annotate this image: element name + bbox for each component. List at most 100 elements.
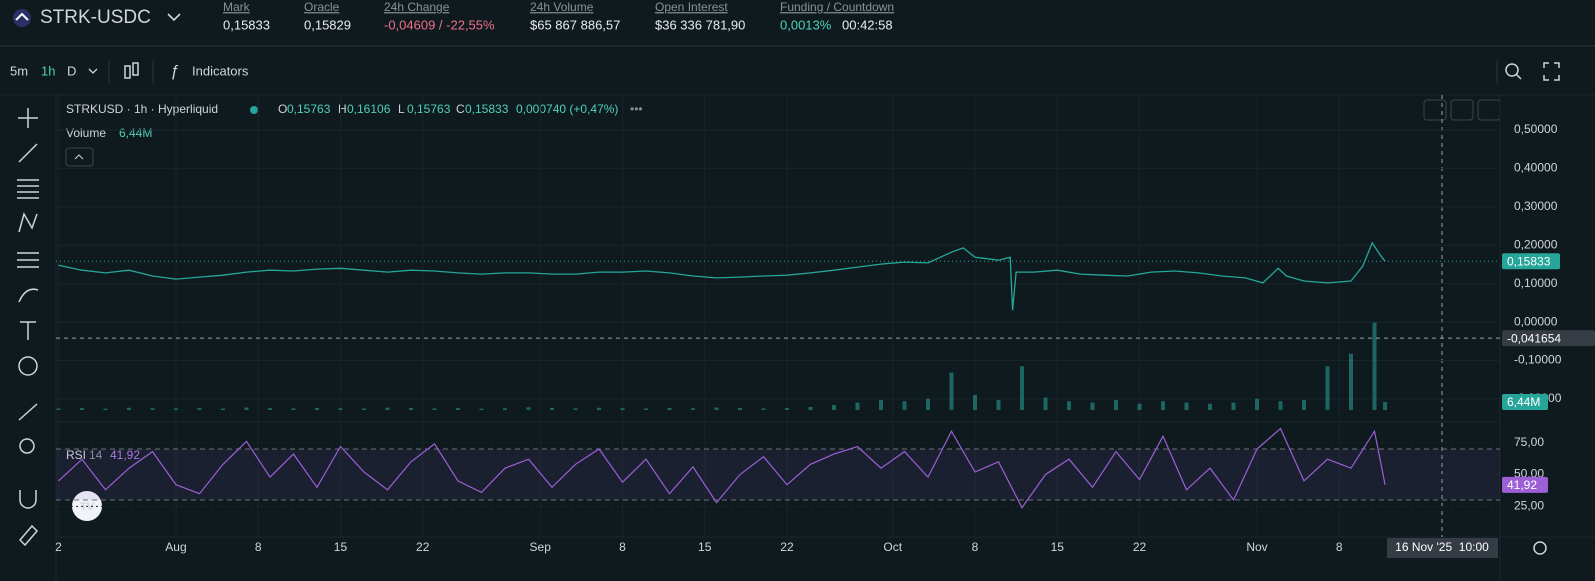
x-tick-label: 22 bbox=[780, 540, 794, 554]
volume-bar bbox=[831, 405, 836, 410]
more-dots[interactable]: ••• bbox=[630, 102, 643, 116]
price-badge-label: 0,15833 bbox=[1507, 254, 1551, 268]
magnet-tool[interactable] bbox=[19, 490, 37, 509]
x-tick-label: 8 bbox=[619, 540, 626, 554]
brush-tool[interactable] bbox=[18, 288, 39, 303]
collapse-pane-button[interactable] bbox=[1450, 99, 1474, 121]
pattern-tool[interactable] bbox=[18, 212, 38, 233]
status-dot bbox=[250, 106, 258, 114]
symbol[interactable]: STRK-USDC bbox=[40, 7, 151, 28]
ohlc-value: 0,15833 bbox=[465, 102, 509, 116]
volume-bar bbox=[1043, 397, 1048, 410]
x-tick-label: Aug bbox=[165, 540, 186, 554]
volume-bar bbox=[549, 408, 554, 410]
indicators-button[interactable]: Indicators bbox=[192, 63, 249, 78]
ohlc-value: 0,16106 bbox=[347, 102, 391, 116]
volume-bar bbox=[479, 408, 484, 410]
fullscreen-button[interactable] bbox=[1543, 62, 1560, 81]
settings-button[interactable] bbox=[1533, 541, 1547, 555]
y-tick-label: 0,10000 bbox=[1514, 276, 1558, 290]
volume-bar bbox=[361, 408, 366, 410]
candle-icon bbox=[124, 65, 131, 79]
x-tick-label: 8 bbox=[972, 540, 979, 554]
y-tick-label: 75,00 bbox=[1514, 435, 1544, 449]
rsi-line bbox=[58, 427, 1386, 509]
volume-bar bbox=[56, 408, 61, 410]
y-tick-label: -0,10000 bbox=[1514, 353, 1562, 367]
emoji-tool[interactable] bbox=[18, 356, 38, 376]
trendline-tool[interactable] bbox=[18, 143, 38, 163]
projection-tool[interactable] bbox=[17, 252, 39, 268]
coin-logo bbox=[13, 9, 31, 27]
price-badge bbox=[1502, 330, 1595, 347]
ruler-tool[interactable] bbox=[18, 403, 38, 421]
volume-bar bbox=[455, 408, 460, 410]
rsi-period: 14 bbox=[89, 448, 103, 462]
volume-bar bbox=[714, 407, 719, 410]
volume-value: 6,44M bbox=[119, 126, 152, 140]
ohlc-key: O bbox=[278, 102, 287, 116]
volume-bar bbox=[808, 407, 813, 410]
volume-bar bbox=[972, 395, 977, 410]
chart-type-button[interactable] bbox=[124, 62, 139, 79]
volume-bar bbox=[1090, 402, 1095, 410]
volume-bar bbox=[526, 407, 531, 410]
volume-bar bbox=[1349, 353, 1354, 410]
y-tick-label: 0,40000 bbox=[1514, 161, 1558, 175]
volume-bar bbox=[267, 408, 272, 410]
price-badge-label: 6,44M bbox=[1507, 395, 1540, 409]
volume-bar bbox=[244, 407, 249, 410]
ohlc-key: C bbox=[456, 102, 465, 116]
text-tool[interactable] bbox=[20, 321, 36, 340]
volume-bar bbox=[1161, 401, 1166, 410]
volume-bar bbox=[949, 372, 954, 410]
x-tick-label: 15 bbox=[1051, 540, 1065, 554]
stat-label: Open Interest bbox=[655, 0, 728, 14]
legend-change: 0,000740 (+0,47%) bbox=[516, 102, 618, 116]
fx-icon[interactable]: ƒ bbox=[170, 63, 179, 80]
stat-extra: 00:42:58 bbox=[842, 17, 893, 32]
stat-value: 0,15833 bbox=[223, 17, 270, 32]
crosshair-tool[interactable] bbox=[18, 108, 38, 128]
price-badge bbox=[1502, 253, 1560, 270]
ohlc-key: L bbox=[398, 102, 405, 116]
interval-button[interactable]: 5m bbox=[10, 63, 28, 78]
volume-bar bbox=[1372, 322, 1377, 410]
x-tick-label: 15 bbox=[334, 540, 348, 554]
candle-icon bbox=[132, 62, 139, 76]
volume-bar bbox=[1231, 402, 1236, 410]
interval-button[interactable]: 1h bbox=[41, 63, 55, 78]
header bbox=[0, 0, 1595, 46]
volume-bar bbox=[1208, 403, 1213, 410]
zoom-tool[interactable] bbox=[19, 438, 35, 454]
search-icon bbox=[1515, 73, 1522, 80]
volume-bar bbox=[173, 408, 178, 410]
volume-label: Volume bbox=[66, 126, 106, 140]
move-down-button[interactable] bbox=[1423, 99, 1447, 121]
volume-bar bbox=[902, 401, 907, 410]
symbol-dropdown[interactable] bbox=[167, 13, 181, 22]
price-badge-label: -0,041654 bbox=[1507, 331, 1561, 345]
stat-value: -0,04609 / -22,55% bbox=[384, 17, 495, 32]
search-button[interactable] bbox=[1505, 63, 1522, 80]
stat-label: 24h Volume bbox=[530, 0, 594, 14]
fib-tool[interactable] bbox=[17, 179, 39, 199]
volume-bar bbox=[1325, 366, 1330, 410]
y-tick-label: 0,00000 bbox=[1514, 314, 1558, 328]
lock-drawings-tool[interactable] bbox=[18, 524, 39, 547]
volume-bar bbox=[150, 408, 155, 410]
rsi-label: RSI bbox=[66, 448, 86, 462]
volume-bar bbox=[385, 407, 390, 410]
interval-dropdown[interactable] bbox=[88, 68, 98, 74]
volume-bar bbox=[220, 408, 225, 410]
collapse-button[interactable] bbox=[65, 147, 94, 167]
stat-value: $36 336 781,90 bbox=[655, 17, 745, 32]
collapse-icon bbox=[74, 154, 84, 160]
volume-bar bbox=[1383, 401, 1388, 410]
x-tick-label: 8 bbox=[1336, 540, 1343, 554]
ohlc-value: 0,15763 bbox=[407, 102, 451, 116]
stat-label: Funding / Countdown bbox=[780, 0, 894, 14]
x-tick-label: Sep bbox=[530, 540, 552, 554]
interval-button[interactable]: D bbox=[67, 63, 76, 78]
